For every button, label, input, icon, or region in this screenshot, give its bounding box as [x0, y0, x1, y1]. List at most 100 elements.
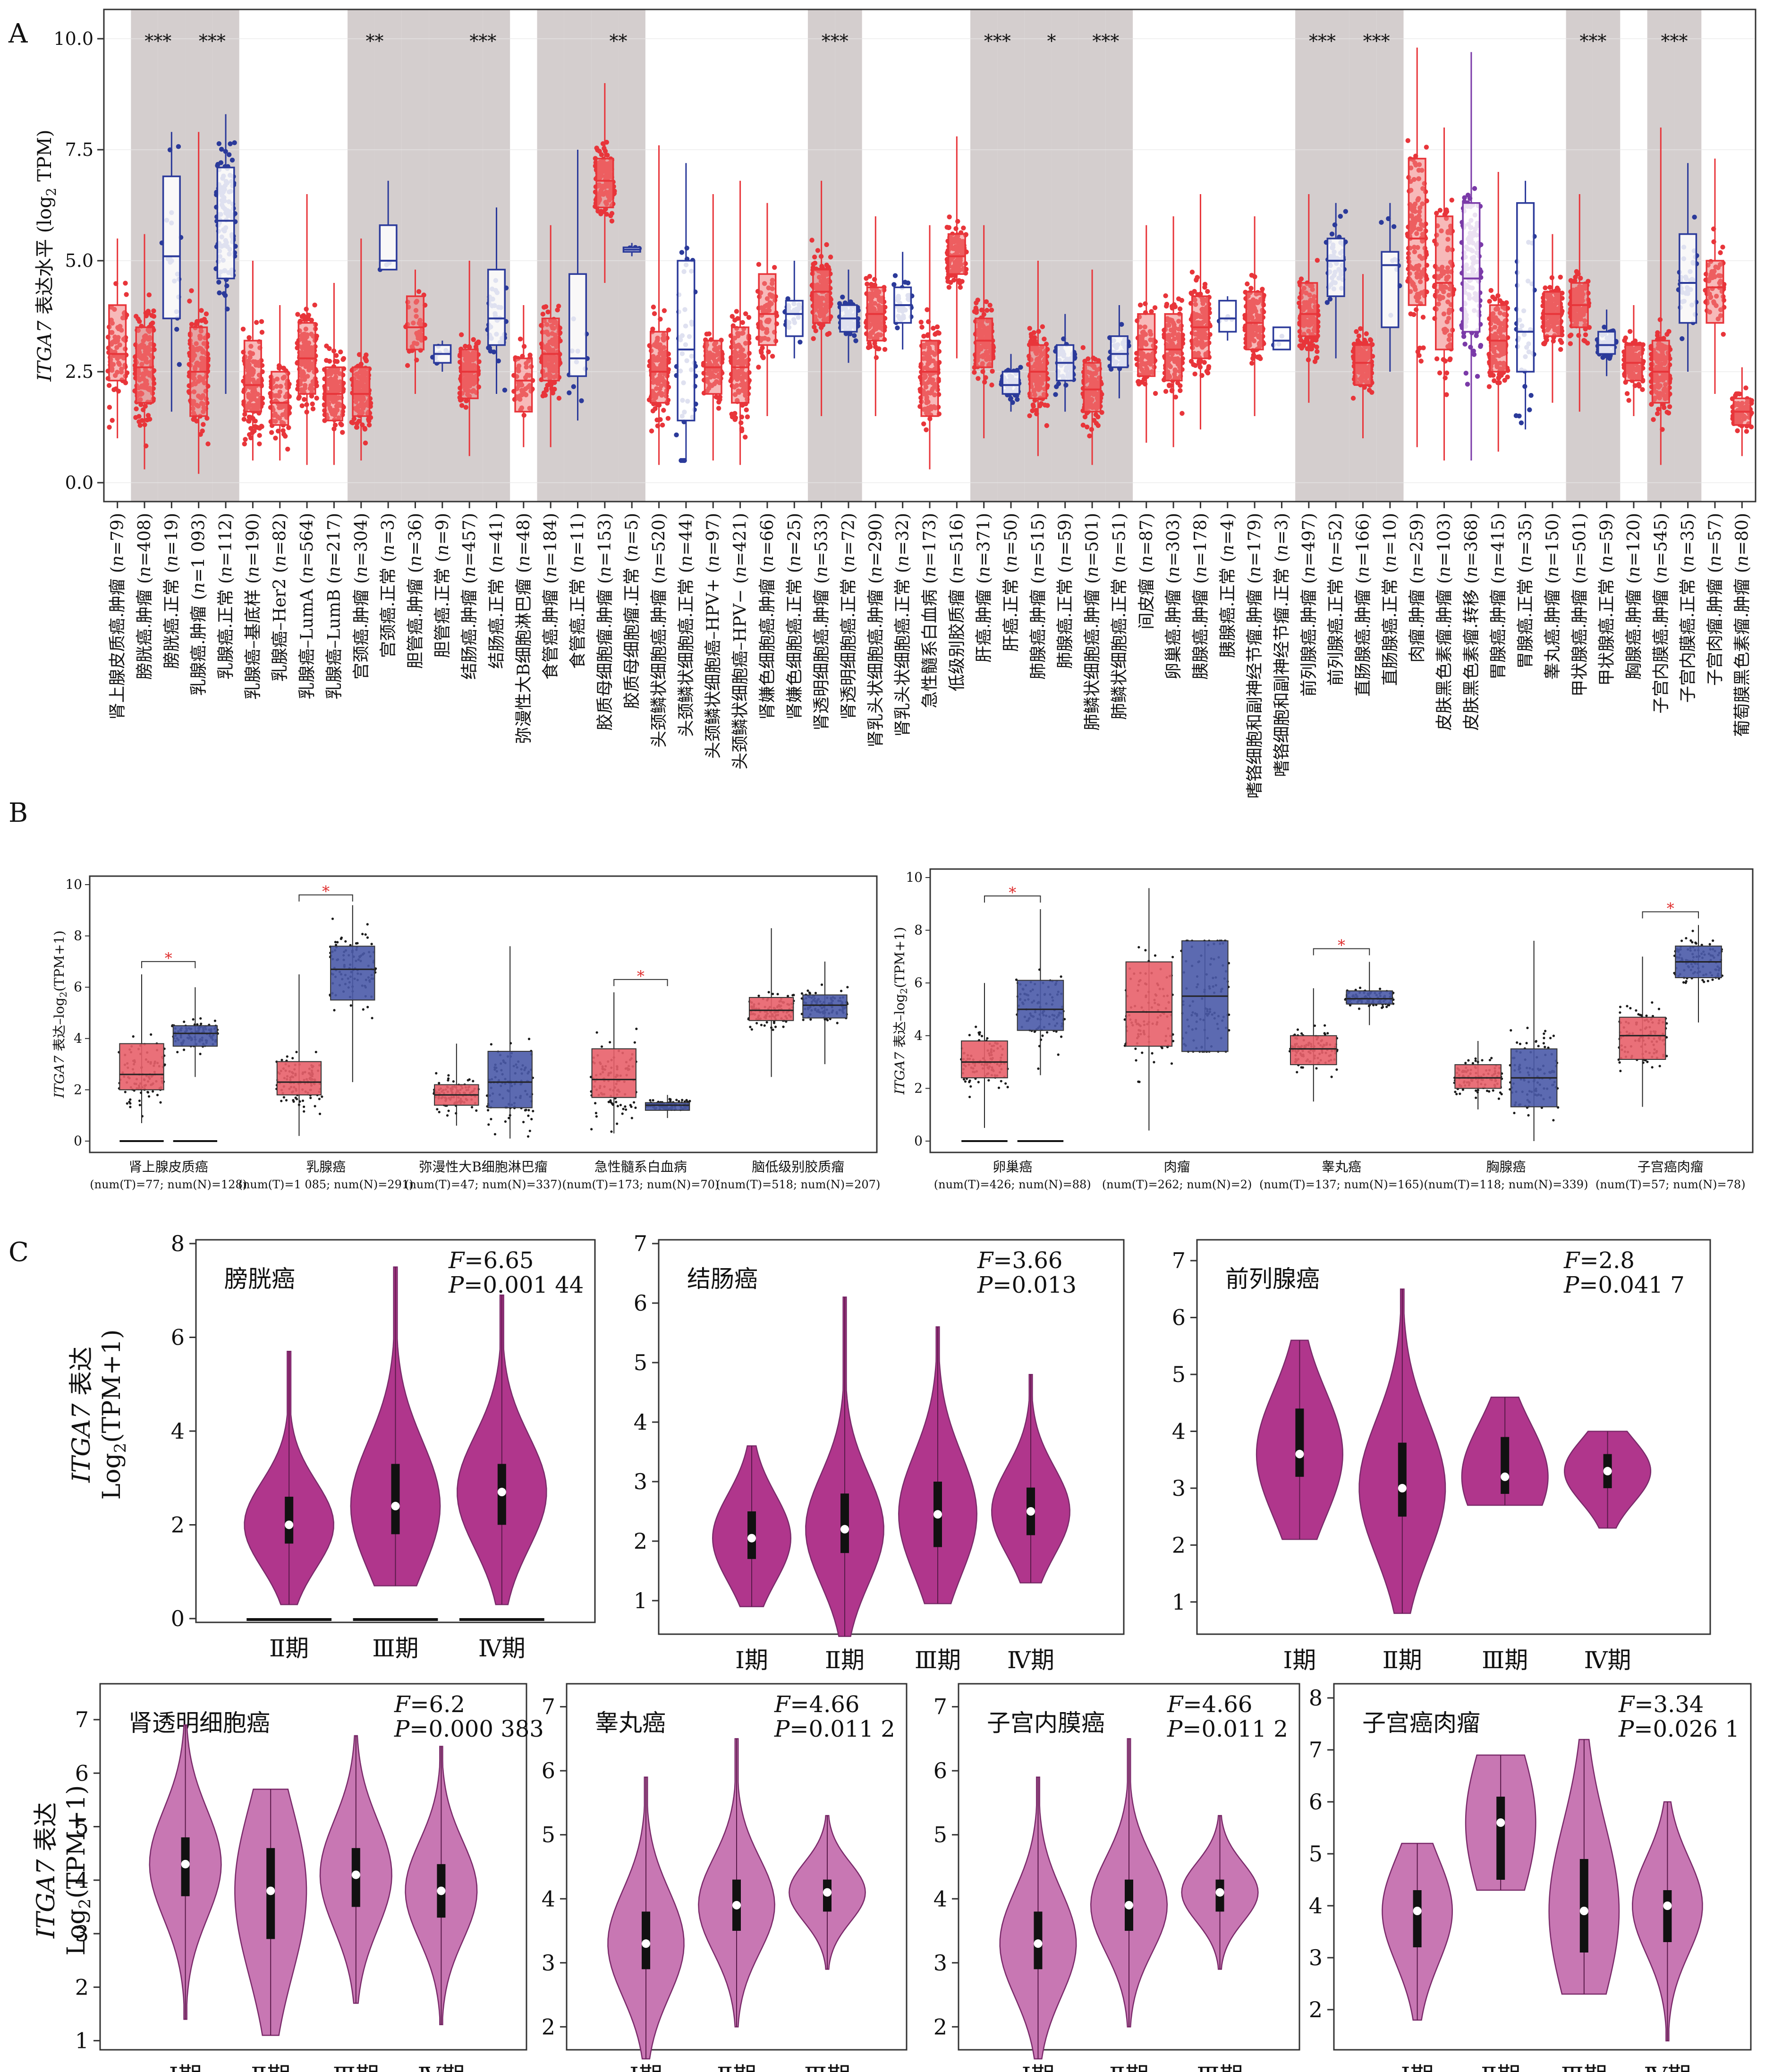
- data-point: [1177, 306, 1183, 312]
- x-label-name: 前列腺癌.肿瘤 (: [1299, 577, 1319, 697]
- data-point: [147, 417, 153, 422]
- x-tick-label: 急性髓系白血病 (n=173): [920, 513, 940, 708]
- data-point: [1379, 220, 1384, 225]
- data-point: [177, 362, 182, 367]
- x-label-n: n: [1299, 566, 1319, 577]
- data-point: [540, 311, 545, 317]
- data-point: [1028, 340, 1033, 345]
- x-tick-label: 胶质母细胞瘤.正常 (n=5): [622, 513, 642, 709]
- data-point: [1248, 286, 1254, 291]
- y-axis-label: ITGA7 表达水平 (log2 TPM): [34, 130, 59, 382]
- x-tick-label: 食管癌.正常 (n=11): [569, 513, 588, 669]
- data-point: [1366, 387, 1372, 393]
- x-tick-label: 乳腺癌.正常 (n=112): [216, 513, 236, 680]
- data-point: [1314, 344, 1319, 350]
- data-point: [866, 345, 871, 350]
- x-tick-label: 弥漫性大B细胞淋巴瘤 (n=48): [514, 513, 534, 744]
- x-label-n: n: [866, 566, 885, 577]
- x-tick-label: 肺鳞状细胞癌.肿瘤 (n=501): [1083, 513, 1102, 731]
- x-tick-label: 头颈鳞状细胞癌.肿瘤 (n=520): [650, 513, 669, 748]
- data-point: [674, 432, 679, 438]
- x-label-count: =3): [1272, 513, 1291, 545]
- data-point: [1028, 332, 1034, 337]
- x-label-n: n: [650, 566, 669, 577]
- y-label-text: 表达水平 (log: [34, 196, 56, 321]
- x-tick-label: 肺鳞状细胞癌.正常 (n=51): [1110, 513, 1129, 720]
- x-label-name: 结肠癌.肿瘤 (: [460, 577, 479, 680]
- data-point: [333, 353, 339, 358]
- data-point: [246, 335, 252, 340]
- data-point: [1411, 312, 1417, 317]
- data-point: [340, 357, 346, 362]
- data-point: [1405, 138, 1410, 143]
- x-label-n: n: [514, 555, 534, 566]
- x-label-n: n: [1326, 555, 1346, 566]
- data-point: [137, 319, 142, 324]
- data-point: [296, 396, 301, 401]
- x-label-count: =32): [893, 513, 913, 555]
- x-tick-label: 乳腺癌–LumA (n=564): [297, 513, 317, 699]
- data-point: [106, 383, 112, 388]
- box: [514, 358, 533, 413]
- data-point: [975, 298, 981, 303]
- box: [487, 269, 506, 346]
- data-point: [416, 289, 422, 294]
- box: [243, 340, 262, 413]
- data-point: [1015, 397, 1020, 402]
- x-label-n: n: [460, 566, 479, 577]
- x-label-count: =184): [541, 513, 560, 566]
- data-point: [463, 343, 468, 349]
- data-point: [1136, 381, 1142, 387]
- x-label-n: n: [893, 555, 913, 566]
- data-point: [1449, 197, 1454, 203]
- data-point: [351, 416, 357, 421]
- x-tick-label: 肾乳头状细胞癌.肿瘤 (n=290): [866, 513, 885, 748]
- x-label-count: =1 093): [189, 513, 209, 582]
- x-label-n: n: [1354, 566, 1373, 577]
- box: [271, 371, 289, 426]
- data-point: [579, 398, 584, 403]
- y-label-end: TPM): [34, 130, 56, 188]
- box: [135, 326, 154, 404]
- data-point: [1040, 324, 1045, 329]
- data-point: [759, 350, 764, 355]
- x-label-count: =421): [731, 513, 750, 566]
- data-point: [1202, 281, 1208, 287]
- data-point: [295, 312, 300, 317]
- data-point: [853, 338, 858, 343]
- shade-band: [429, 9, 456, 502]
- data-point: [362, 426, 367, 431]
- box: [460, 349, 479, 400]
- y-tick-label: 2.5: [65, 361, 93, 382]
- x-label-count: =153): [595, 513, 615, 566]
- data-point: [1355, 338, 1361, 343]
- box: [1326, 238, 1345, 297]
- box: [1408, 158, 1426, 306]
- data-point: [299, 314, 305, 319]
- x-label-n: n: [135, 566, 154, 577]
- data-point: [191, 417, 196, 422]
- x-label-count: =9): [433, 513, 452, 545]
- data-point: [1080, 345, 1086, 350]
- data-point: [918, 319, 924, 325]
- x-tick-label: 肾嫌色细胞癌.肿瘤 (n=66): [758, 513, 777, 720]
- data-point: [363, 440, 368, 446]
- x-label-count: =51): [1110, 513, 1129, 555]
- x-tick-label: 前列腺癌.肿瘤 (n=497): [1299, 513, 1319, 697]
- data-point: [123, 281, 128, 286]
- data-point: [241, 417, 247, 422]
- data-point: [280, 428, 286, 433]
- data-point: [989, 307, 994, 313]
- data-point: [203, 319, 208, 324]
- data-point: [946, 225, 951, 230]
- x-label-name: 乳腺癌.正常 (: [216, 577, 236, 680]
- data-point: [488, 349, 493, 354]
- data-point: [957, 280, 963, 286]
- data-point: [812, 254, 817, 260]
- x-label-name: 食管癌.肿瘤 (: [541, 577, 560, 680]
- data-point: [811, 336, 816, 341]
- x-tick-label: 乳腺癌–基底样 (n=190): [243, 513, 263, 700]
- data-point: [665, 416, 671, 421]
- data-point: [811, 262, 816, 267]
- data-point: [145, 413, 151, 418]
